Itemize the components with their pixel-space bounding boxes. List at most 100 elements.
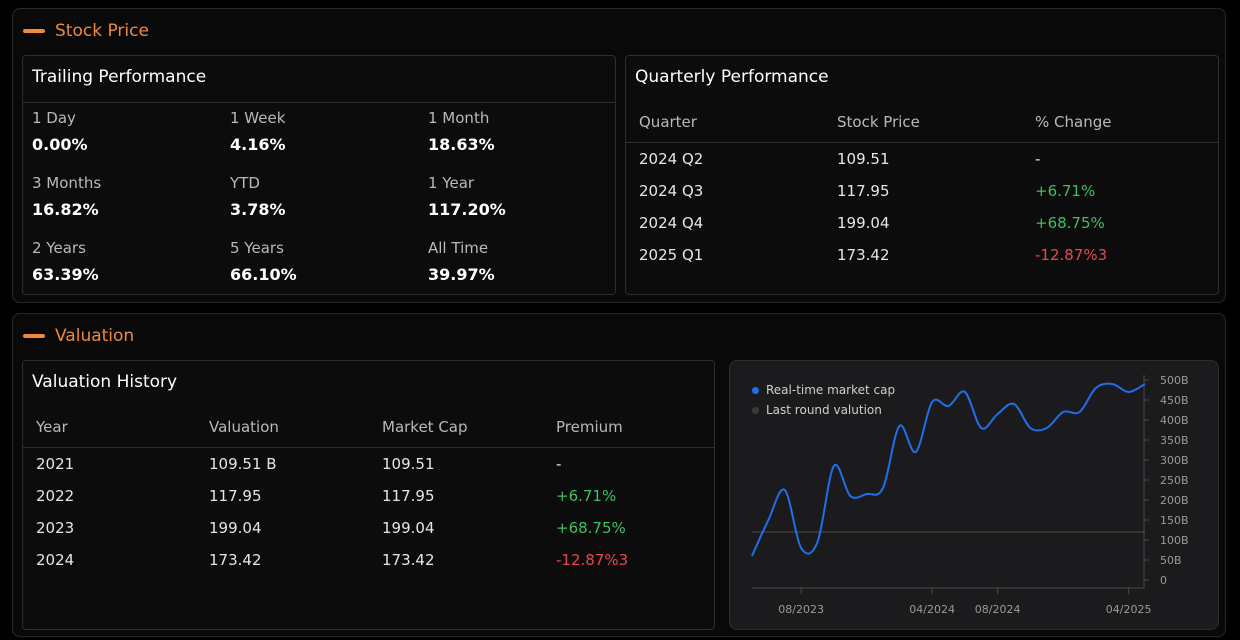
trailing-label: All Time	[428, 239, 489, 257]
trailing-label: 2 Years	[32, 239, 86, 257]
column-header-year: Year	[36, 418, 68, 436]
premium-cell: -12.87%3	[556, 551, 629, 569]
valuation-section: Valuation Valuation History Year Valuati…	[12, 313, 1226, 637]
y-tick-label: 150B	[1160, 514, 1189, 527]
trailing-item-1-month: 1 Month 18.63%	[428, 109, 618, 154]
year-cell: 2023	[36, 519, 75, 537]
column-header-premium: Premium	[556, 418, 623, 436]
legend-label: Real-time market cap	[766, 383, 896, 397]
legend-item-realtime: Real-time market cap	[752, 383, 895, 397]
divider	[626, 142, 1218, 143]
trailing-value: 66.10%	[230, 265, 297, 284]
series-line-realtime-market-cap	[751, 382, 1146, 557]
legend-item-last-round: Last round valution	[752, 403, 882, 417]
premium-cell: +68.75%	[556, 519, 626, 537]
market-cap-cell: 117.95	[382, 487, 435, 505]
legend-label: Last round valution	[766, 403, 882, 417]
trailing-item-all-time: All Time 39.97%	[428, 239, 618, 284]
trailing-value: 63.39%	[32, 265, 99, 284]
y-tick-label: 100B	[1160, 534, 1189, 547]
year-cell: 2024	[36, 551, 75, 569]
quarterly-performance-card: Quarterly Performance Quarter Stock Pric…	[625, 55, 1219, 295]
trailing-value: 3.78%	[230, 200, 286, 219]
premium-cell: -	[556, 455, 562, 473]
trailing-item-3-months: 3 Months 16.82%	[32, 174, 222, 219]
x-tick-label: 08/2023	[778, 603, 824, 616]
card-title: Quarterly Performance	[635, 67, 829, 87]
x-tick-label: 08/2024	[975, 603, 1021, 616]
y-tick-label: 350B	[1160, 434, 1189, 447]
valuation-cell: 199.04	[209, 519, 262, 537]
trailing-item-2-years: 2 Years 63.39%	[32, 239, 222, 284]
year-cell: 2021	[36, 455, 75, 473]
market-cap-chart: 0 50B 100B 150B 200B 250B 300B 350B 400B 450B 500B…	[751, 374, 1189, 616]
trailing-label: 1 Year	[428, 174, 475, 192]
trailing-value: 18.63%	[428, 135, 495, 154]
trailing-value: 0.00%	[32, 135, 88, 154]
accent-dash-icon	[23, 29, 45, 33]
trailing-label: 5 Years	[230, 239, 284, 257]
y-tick-label: 500B	[1160, 374, 1189, 387]
column-header-valuation: Valuation	[209, 418, 279, 436]
valuation-cell: 117.95	[209, 487, 262, 505]
y-tick-label: 250B	[1160, 474, 1189, 487]
column-header-change: % Change	[1035, 113, 1112, 131]
section-title: Stock Price	[55, 21, 149, 41]
y-tick-label: 400B	[1160, 414, 1189, 427]
trailing-label: 1 Week	[230, 109, 286, 127]
market-cap-chart-card: Real-time market cap Last round valution…	[729, 360, 1219, 630]
y-tick-label: 50B	[1160, 554, 1182, 567]
trailing-item-1-day: 1 Day 0.00%	[32, 109, 222, 154]
quarter-cell: 2024 Q2	[639, 150, 704, 168]
section-title: Valuation	[55, 326, 135, 346]
trailing-label: 3 Months	[32, 174, 102, 192]
card-title: Valuation History	[32, 372, 178, 392]
price-cell: 199.04	[837, 214, 890, 232]
trailing-item-1-week: 1 Week 4.16%	[230, 109, 420, 154]
price-cell: 173.42	[837, 246, 890, 264]
change-cell: -12.87%3	[1035, 246, 1108, 264]
change-cell: +68.75%	[1035, 214, 1105, 232]
y-tick-label: 450B	[1160, 394, 1189, 407]
valuation-history-card: Valuation History Year Valuation Market …	[22, 360, 715, 630]
card-title: Trailing Performance	[32, 67, 207, 87]
market-cap-cell: 109.51	[382, 455, 435, 473]
quarter-cell: 2024 Q3	[639, 182, 704, 200]
price-cell: 117.95	[837, 182, 890, 200]
legend-dot-icon	[752, 386, 759, 394]
change-cell: +6.71%	[1035, 182, 1096, 200]
trailing-label: 1 Month	[428, 109, 490, 127]
column-header-quarter: Quarter	[639, 113, 697, 131]
divider	[23, 102, 615, 103]
year-cell: 2022	[36, 487, 75, 505]
y-tick-label: 300B	[1160, 454, 1189, 467]
valuation-cell: 173.42	[209, 551, 262, 569]
x-tick-label: 04/2025	[1106, 603, 1152, 616]
quarter-cell: 2025 Q1	[639, 246, 704, 264]
trailing-value: 117.20%	[428, 200, 506, 219]
y-tick-label: 0	[1160, 574, 1167, 587]
trailing-label: 1 Day	[32, 109, 76, 127]
stock-price-header: Stock Price	[23, 20, 149, 42]
trailing-item-1-year: 1 Year 117.20%	[428, 174, 618, 219]
price-cell: 109.51	[837, 150, 890, 168]
trailing-value: 16.82%	[32, 200, 99, 219]
y-tick-label: 200B	[1160, 494, 1189, 507]
trailing-item-ytd: YTD 3.78%	[230, 174, 420, 219]
trailing-label: YTD	[230, 174, 260, 192]
trailing-value: 4.16%	[230, 135, 286, 154]
column-header-market-cap: Market Cap	[382, 418, 468, 436]
trailing-value: 39.97%	[428, 265, 495, 284]
column-header-stock-price: Stock Price	[837, 113, 920, 131]
accent-dash-icon	[23, 334, 45, 338]
trailing-item-5-years: 5 Years 66.10%	[230, 239, 420, 284]
change-cell: -	[1035, 150, 1041, 168]
premium-cell: +6.71%	[556, 487, 617, 505]
stock-price-section: Stock Price Trailing Performance 1 Day 0…	[12, 8, 1226, 303]
valuation-cell: 109.51 B	[209, 455, 277, 473]
legend-dot-icon	[752, 406, 759, 414]
quarter-cell: 2024 Q4	[639, 214, 704, 232]
trailing-performance-card: Trailing Performance 1 Day 0.00% 1 Week …	[22, 55, 616, 295]
valuation-header: Valuation	[23, 325, 134, 347]
x-tick-label: 04/2024	[909, 603, 955, 616]
